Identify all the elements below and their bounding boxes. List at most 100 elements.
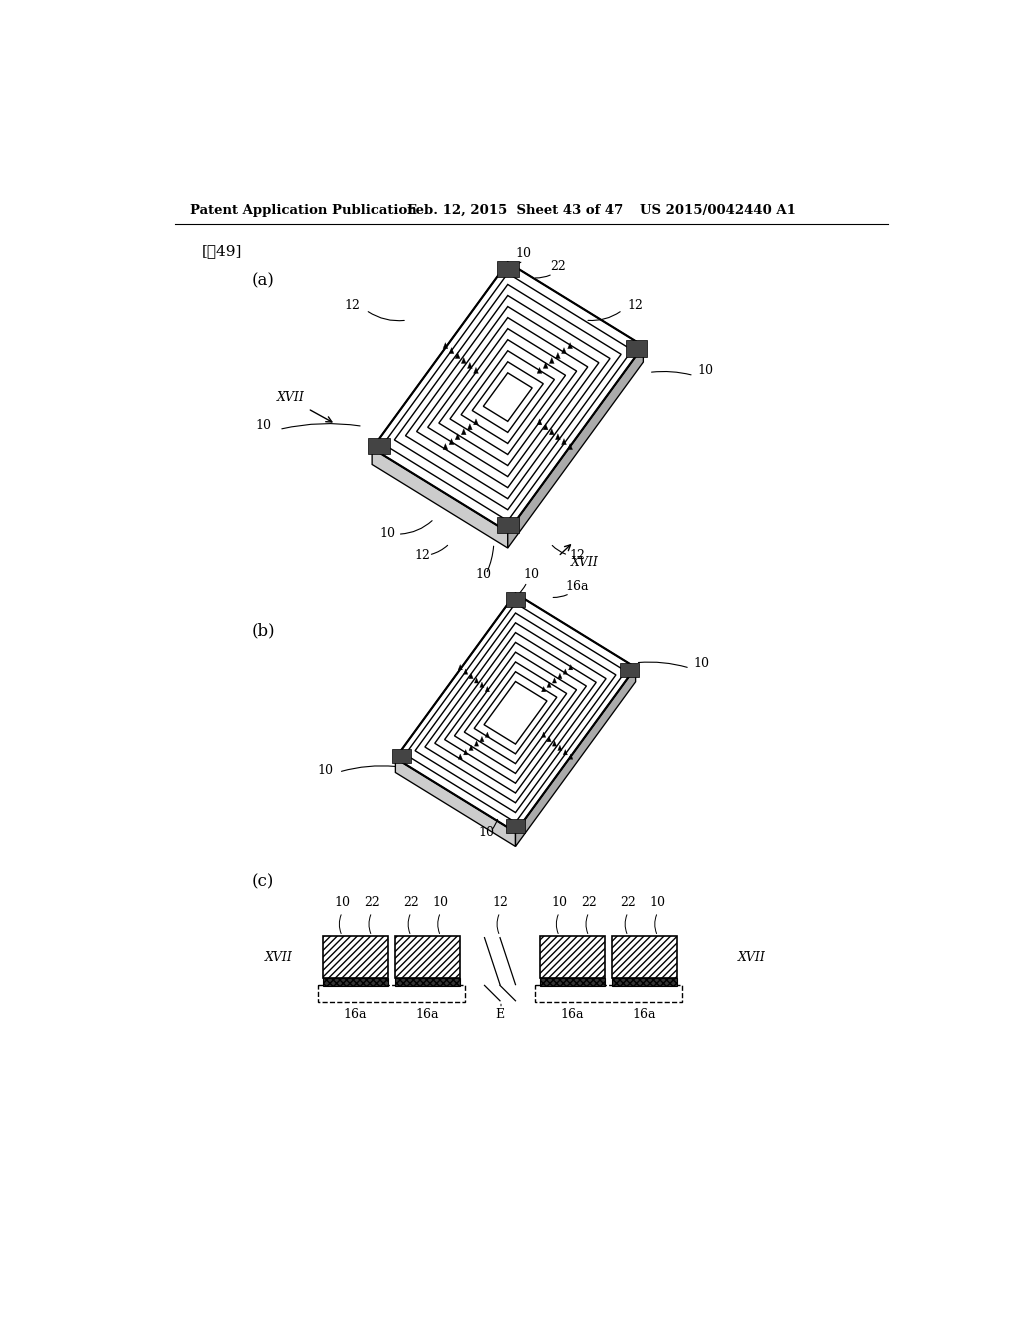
Polygon shape xyxy=(467,424,472,430)
Text: 10: 10 xyxy=(523,568,539,581)
Text: 16a: 16a xyxy=(561,1008,585,1022)
Polygon shape xyxy=(443,343,447,348)
Text: 10: 10 xyxy=(551,896,567,909)
Polygon shape xyxy=(542,686,546,692)
Text: 12: 12 xyxy=(415,549,430,562)
Polygon shape xyxy=(563,669,567,675)
Text: XVII: XVII xyxy=(265,950,293,964)
Polygon shape xyxy=(456,434,460,440)
Polygon shape xyxy=(626,341,647,356)
Polygon shape xyxy=(568,754,572,759)
Polygon shape xyxy=(537,418,542,425)
Polygon shape xyxy=(456,352,460,359)
Text: 16a: 16a xyxy=(633,1008,656,1022)
Polygon shape xyxy=(392,748,411,763)
Polygon shape xyxy=(549,429,554,434)
Polygon shape xyxy=(567,444,572,450)
Text: XVII: XVII xyxy=(276,391,305,404)
Text: 16a: 16a xyxy=(416,1008,439,1022)
Polygon shape xyxy=(547,682,551,688)
Polygon shape xyxy=(480,682,484,688)
Text: 10: 10 xyxy=(479,826,495,840)
Polygon shape xyxy=(485,686,489,692)
Bar xyxy=(394,936,461,978)
Polygon shape xyxy=(555,434,560,440)
Text: 12: 12 xyxy=(628,298,643,312)
Polygon shape xyxy=(515,668,636,846)
Text: XVII: XVII xyxy=(738,950,766,964)
Polygon shape xyxy=(469,673,473,678)
Polygon shape xyxy=(568,664,572,669)
Text: US 2015/0042440 A1: US 2015/0042440 A1 xyxy=(640,205,796,218)
Polygon shape xyxy=(395,594,636,832)
Text: 10: 10 xyxy=(515,247,531,260)
Polygon shape xyxy=(469,746,473,751)
Text: 10: 10 xyxy=(334,896,350,909)
Polygon shape xyxy=(506,593,525,607)
Polygon shape xyxy=(480,737,484,742)
Polygon shape xyxy=(542,733,546,738)
Polygon shape xyxy=(552,741,557,746)
Text: (b): (b) xyxy=(252,623,275,640)
Polygon shape xyxy=(395,758,515,846)
Polygon shape xyxy=(474,677,478,682)
Polygon shape xyxy=(464,750,468,755)
Text: (c): (c) xyxy=(252,873,274,890)
Text: 10: 10 xyxy=(475,568,490,581)
Bar xyxy=(317,985,465,1002)
Text: 10: 10 xyxy=(380,527,395,540)
Polygon shape xyxy=(547,737,551,742)
Polygon shape xyxy=(450,347,454,354)
Text: 22: 22 xyxy=(403,896,419,909)
Polygon shape xyxy=(473,418,478,425)
Polygon shape xyxy=(543,363,548,368)
Text: 22: 22 xyxy=(621,896,636,909)
Polygon shape xyxy=(464,669,468,675)
Text: 10: 10 xyxy=(317,764,334,777)
Polygon shape xyxy=(620,663,639,677)
Polygon shape xyxy=(558,673,562,678)
Text: 22: 22 xyxy=(365,896,380,909)
Text: 10: 10 xyxy=(256,420,271,433)
Polygon shape xyxy=(473,367,478,374)
Polygon shape xyxy=(372,449,508,548)
Bar xyxy=(394,978,461,986)
Polygon shape xyxy=(561,347,566,354)
Polygon shape xyxy=(537,367,542,374)
Polygon shape xyxy=(558,746,562,751)
Polygon shape xyxy=(563,750,567,755)
Polygon shape xyxy=(474,741,478,746)
Text: 22: 22 xyxy=(550,260,566,273)
Bar xyxy=(611,936,678,978)
Bar xyxy=(535,985,682,1002)
Polygon shape xyxy=(485,733,489,738)
Bar xyxy=(611,978,678,986)
Text: 12: 12 xyxy=(569,549,586,562)
Polygon shape xyxy=(555,352,560,359)
Polygon shape xyxy=(372,263,643,532)
Polygon shape xyxy=(567,343,572,348)
Bar xyxy=(540,978,605,986)
Polygon shape xyxy=(549,358,554,363)
Text: 16a: 16a xyxy=(344,1008,368,1022)
Text: 10: 10 xyxy=(649,896,666,909)
Text: Patent Application Publication: Patent Application Publication xyxy=(190,205,417,218)
Polygon shape xyxy=(506,818,525,833)
Polygon shape xyxy=(458,754,463,759)
Text: Feb. 12, 2015  Sheet 43 of 47: Feb. 12, 2015 Sheet 43 of 47 xyxy=(407,205,624,218)
Polygon shape xyxy=(461,358,466,363)
Polygon shape xyxy=(497,517,518,533)
Bar xyxy=(540,936,605,978)
Polygon shape xyxy=(368,438,390,454)
Polygon shape xyxy=(450,438,454,445)
Text: 12: 12 xyxy=(493,896,508,909)
Polygon shape xyxy=(461,429,466,434)
Text: 10: 10 xyxy=(693,656,710,669)
Polygon shape xyxy=(543,424,548,430)
Bar xyxy=(323,978,388,986)
Text: 22: 22 xyxy=(581,896,597,909)
Polygon shape xyxy=(443,444,447,450)
Text: 10: 10 xyxy=(697,364,714,378)
Text: (a): (a) xyxy=(252,272,274,289)
Polygon shape xyxy=(508,346,643,548)
